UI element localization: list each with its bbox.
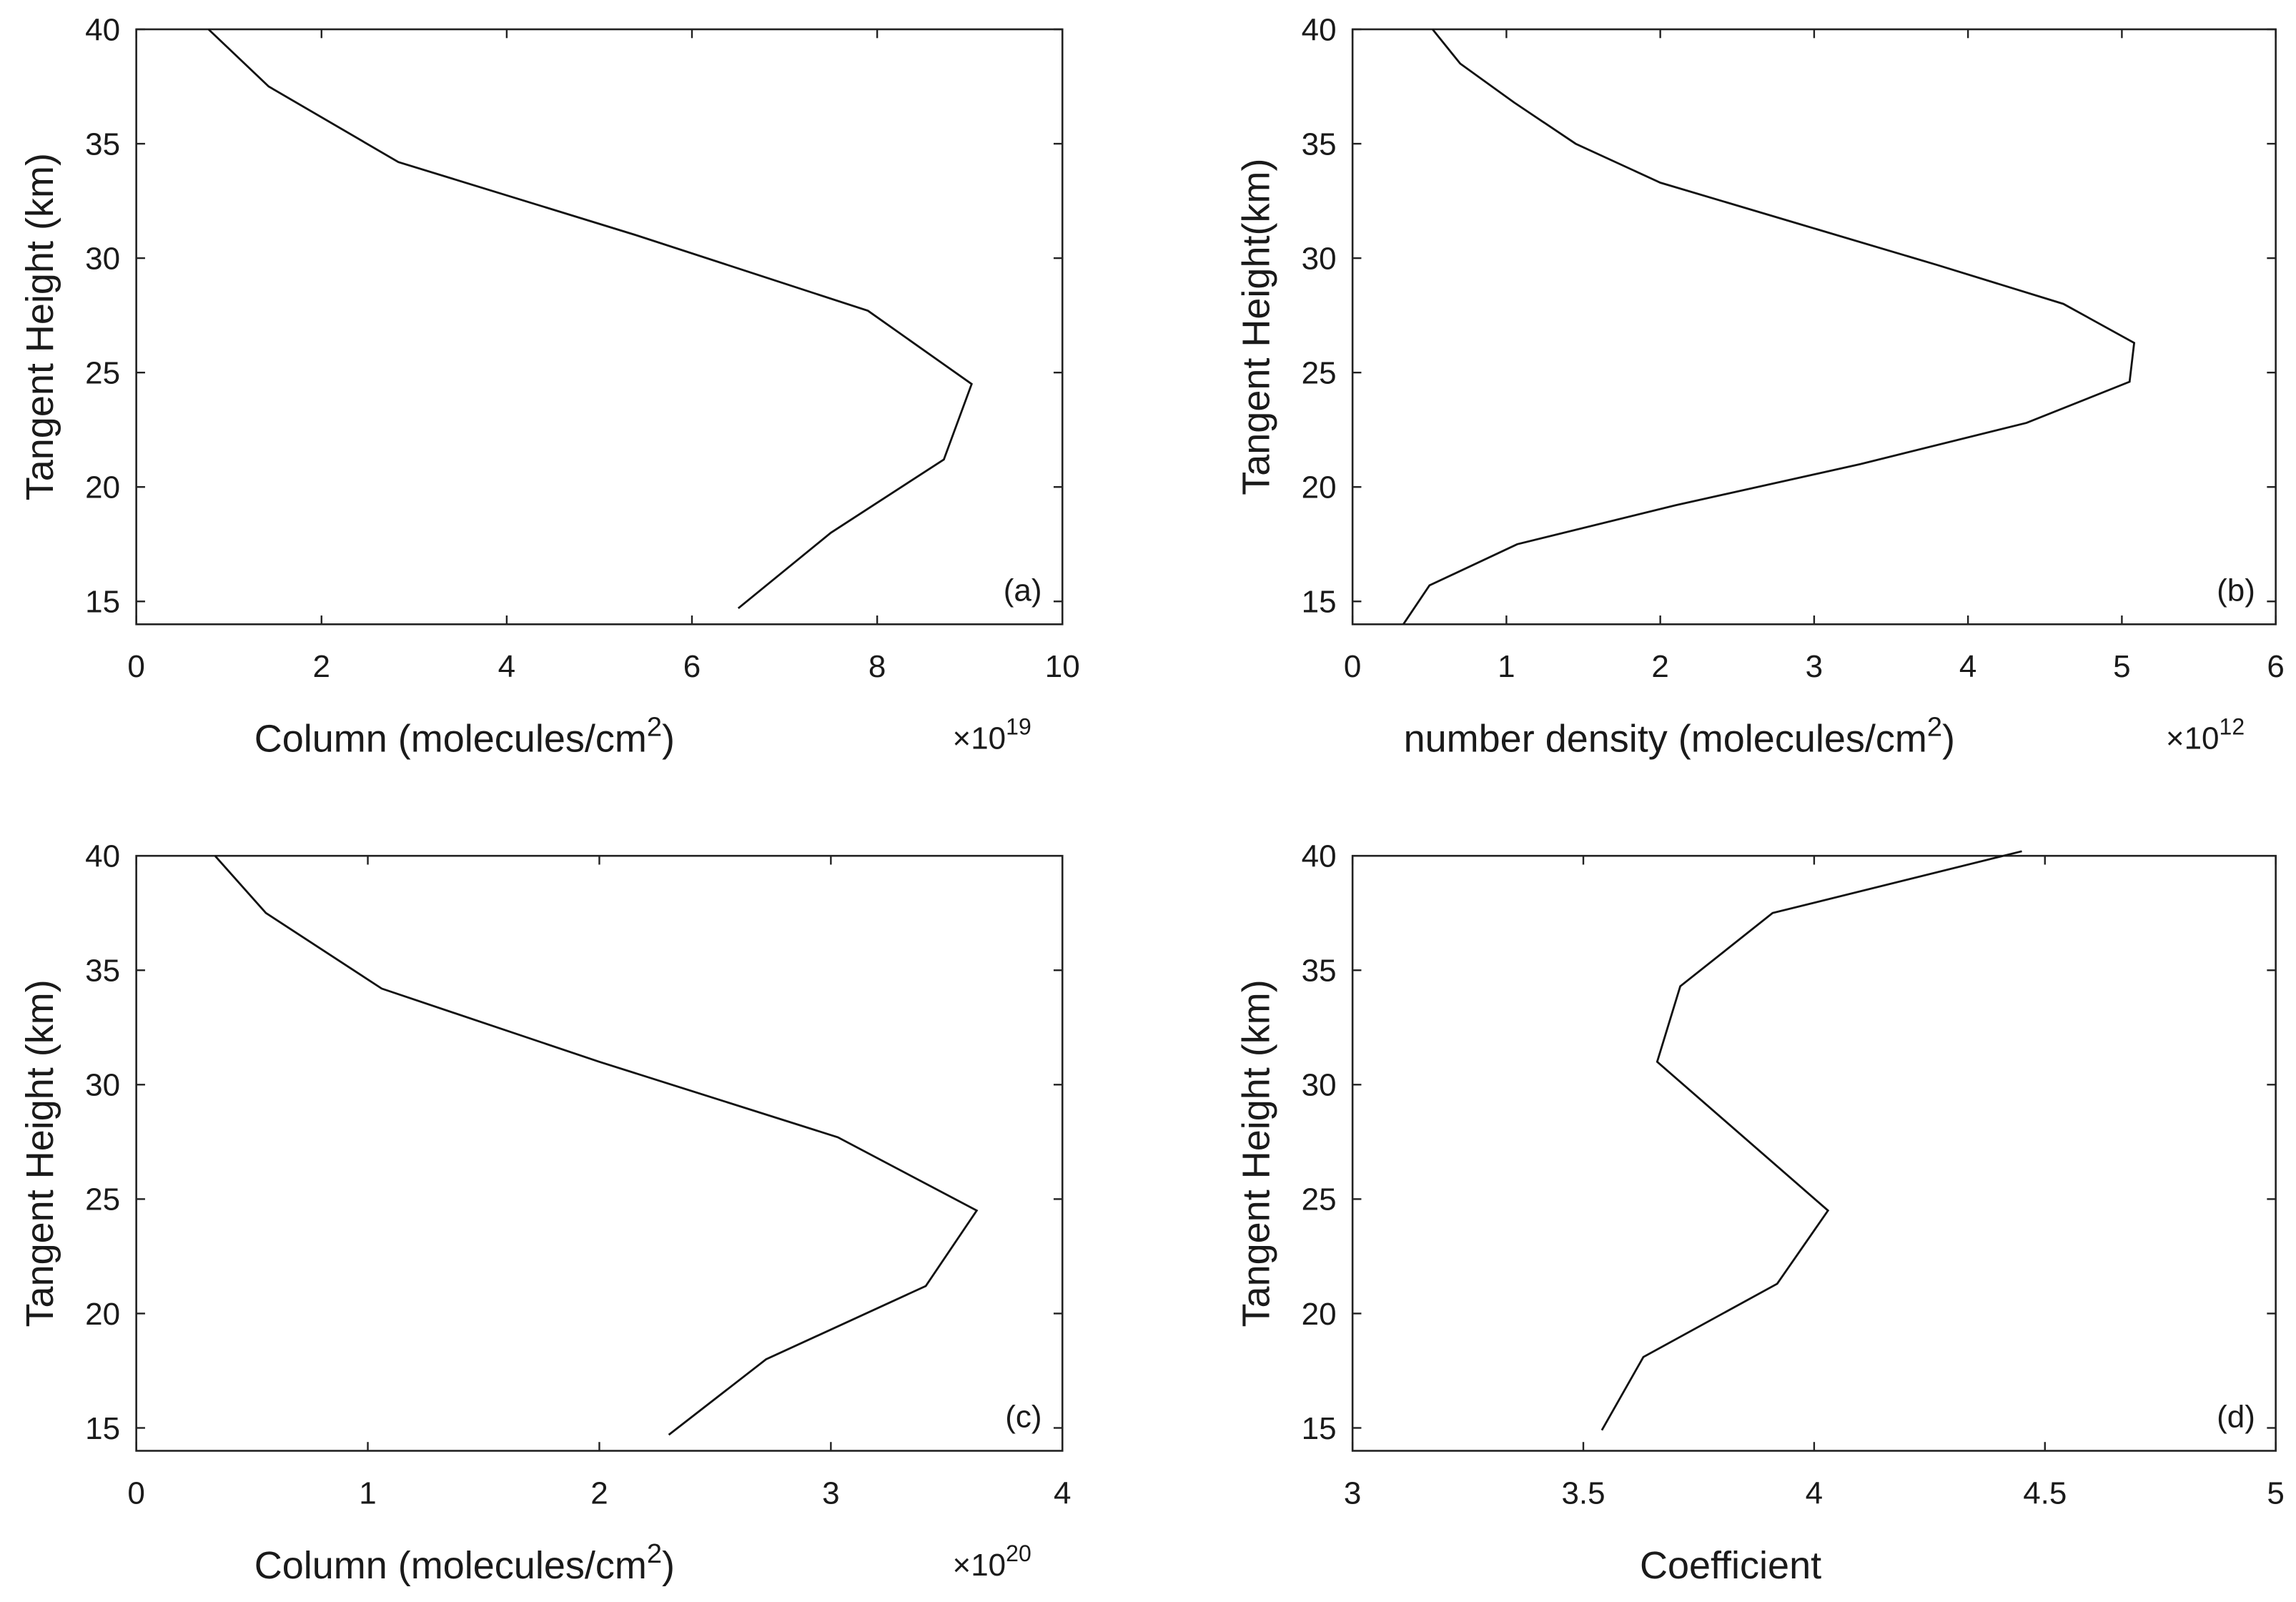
x-axis-label: Column (molecules/cm2)	[254, 713, 675, 761]
y-tick-label: 20	[1302, 1297, 1337, 1332]
y-tick-label: 30	[1302, 1068, 1337, 1103]
x-tick-label: 5	[2267, 1475, 2284, 1510]
x-tick-label: 3	[1806, 649, 1823, 684]
x-tick-label: 3	[1344, 1475, 1361, 1510]
y-axis-label: Tangent Height (km)	[19, 153, 61, 500]
x-tick-label: 3.5	[1561, 1475, 1605, 1510]
panel-label: (d)	[2217, 1400, 2255, 1435]
x-axis-exponent-base: ×10	[953, 1548, 1006, 1583]
y-axis-label: Tangent Height(km)	[1234, 159, 1277, 495]
x-axis-label: Column (molecules/cm2)	[254, 1539, 675, 1587]
x-axis-label: number density (molecules/cm2)	[1404, 713, 1955, 761]
x-tick-label: 4	[498, 649, 515, 684]
x-axis-label-end: )	[662, 1544, 675, 1587]
x-axis-label-sup: 2	[647, 713, 662, 743]
x-tick-label: 1	[1498, 649, 1515, 684]
y-tick-label: 15	[85, 1411, 120, 1446]
x-tick-label: 4.5	[2023, 1475, 2067, 1510]
axes-box	[135, 28, 1064, 626]
x-axis-label-text: Column (molecules/cm	[254, 718, 647, 761]
x-axis-label-end: )	[662, 718, 675, 761]
panel-label: (c)	[1005, 1400, 1041, 1435]
x-tick-label: 4	[1806, 1475, 1823, 1510]
y-tick-label: 25	[85, 1182, 120, 1217]
y-tick-label: 40	[85, 12, 120, 47]
x-tick-label: 4	[1959, 649, 1976, 684]
x-tick-label: 6	[2267, 649, 2284, 684]
series-line-c	[214, 855, 979, 1436]
y-tick-label: 20	[85, 1297, 120, 1332]
series-line-b	[1402, 29, 2136, 626]
y-tick-label: 30	[85, 241, 120, 276]
y-tick-label: 25	[1302, 1182, 1337, 1217]
panel-d: 3 3.5 4 4.5 5 15 20 25 30 35 40 Tangent Height (km)…	[1234, 839, 2285, 1587]
x-axis-exponent: ×1012	[2166, 714, 2245, 756]
y-tick-label: 30	[1302, 241, 1337, 276]
x-tick-label: 4	[1054, 1475, 1071, 1510]
y-tick-label: 35	[85, 954, 120, 989]
x-axis-label-sup: 2	[1927, 713, 1942, 743]
x-axis-label-text: number density (molecules/cm	[1404, 718, 1927, 761]
x-tick-label: 2	[590, 1475, 608, 1510]
x-axis-exponent-power: 12	[2220, 714, 2245, 740]
y-tick-label: 35	[85, 127, 120, 162]
y-tick-label: 15	[85, 585, 120, 620]
x-axis-exponent-base: ×10	[953, 721, 1006, 756]
y-tick-label: 30	[85, 1068, 120, 1103]
y-tick-label: 35	[1302, 954, 1337, 989]
x-axis-label-text: Column (molecules/cm	[254, 1544, 647, 1587]
y-axis-label: Tangent Height (km)	[1234, 979, 1277, 1327]
x-tick-label: 0	[127, 649, 144, 684]
y-tick-label: 25	[1302, 356, 1337, 391]
axes-box	[135, 854, 1064, 1452]
panel-label: (a)	[1004, 573, 1042, 608]
x-axis-exponent-power: 20	[1006, 1541, 1031, 1566]
x-tick-label: 1	[359, 1475, 376, 1510]
y-tick-label: 20	[85, 470, 120, 505]
x-tick-label: 6	[683, 649, 701, 684]
x-axis-label-sup: 2	[647, 1539, 662, 1569]
x-axis-exponent-power: 19	[1006, 714, 1031, 740]
x-tick-label: 3	[822, 1475, 839, 1510]
series-line-d	[1600, 850, 2022, 1431]
y-tick-label: 40	[1302, 839, 1337, 874]
y-tick-label: 35	[1302, 127, 1337, 162]
y-tick-label: 15	[1302, 585, 1337, 620]
x-tick-label: 2	[1651, 649, 1668, 684]
x-axis-exponent: ×1019	[953, 714, 1031, 756]
y-tick-label: 25	[85, 356, 120, 391]
x-tick-label: 5	[2113, 649, 2130, 684]
x-axis-label-text: Coefficient	[1640, 1544, 1821, 1587]
x-tick-label: 0	[1344, 649, 1361, 684]
x-tick-label: 10	[1045, 649, 1080, 684]
x-axis-label: Coefficient	[1640, 1544, 1821, 1587]
y-tick-label: 20	[1302, 470, 1337, 505]
x-tick-label: 0	[127, 1475, 144, 1510]
x-axis-label-end: )	[1942, 718, 1955, 761]
panel-a: 0 2 4 6 8 10 15 20 25 30 35 40 Tangent Height (km) Co…	[19, 12, 1080, 760]
x-tick-label: 8	[869, 649, 886, 684]
y-tick-label: 40	[85, 839, 120, 874]
axes-box	[1351, 28, 2277, 626]
y-axis-label: Tangent Height (km)	[19, 979, 61, 1327]
y-tick-label: 40	[1302, 12, 1337, 47]
axes-box	[1351, 854, 2277, 1452]
y-tick-label: 15	[1302, 1411, 1337, 1446]
series-line-a	[207, 28, 973, 609]
x-axis-exponent: ×1020	[953, 1541, 1031, 1583]
panel-c: 0 1 2 3 4 15 20 25 30 35 40 Tangent Height (km) Colu…	[19, 839, 1072, 1587]
x-axis-exponent-base: ×10	[2166, 721, 2220, 756]
panel-label: (b)	[2217, 573, 2255, 608]
x-tick-label: 2	[313, 649, 330, 684]
